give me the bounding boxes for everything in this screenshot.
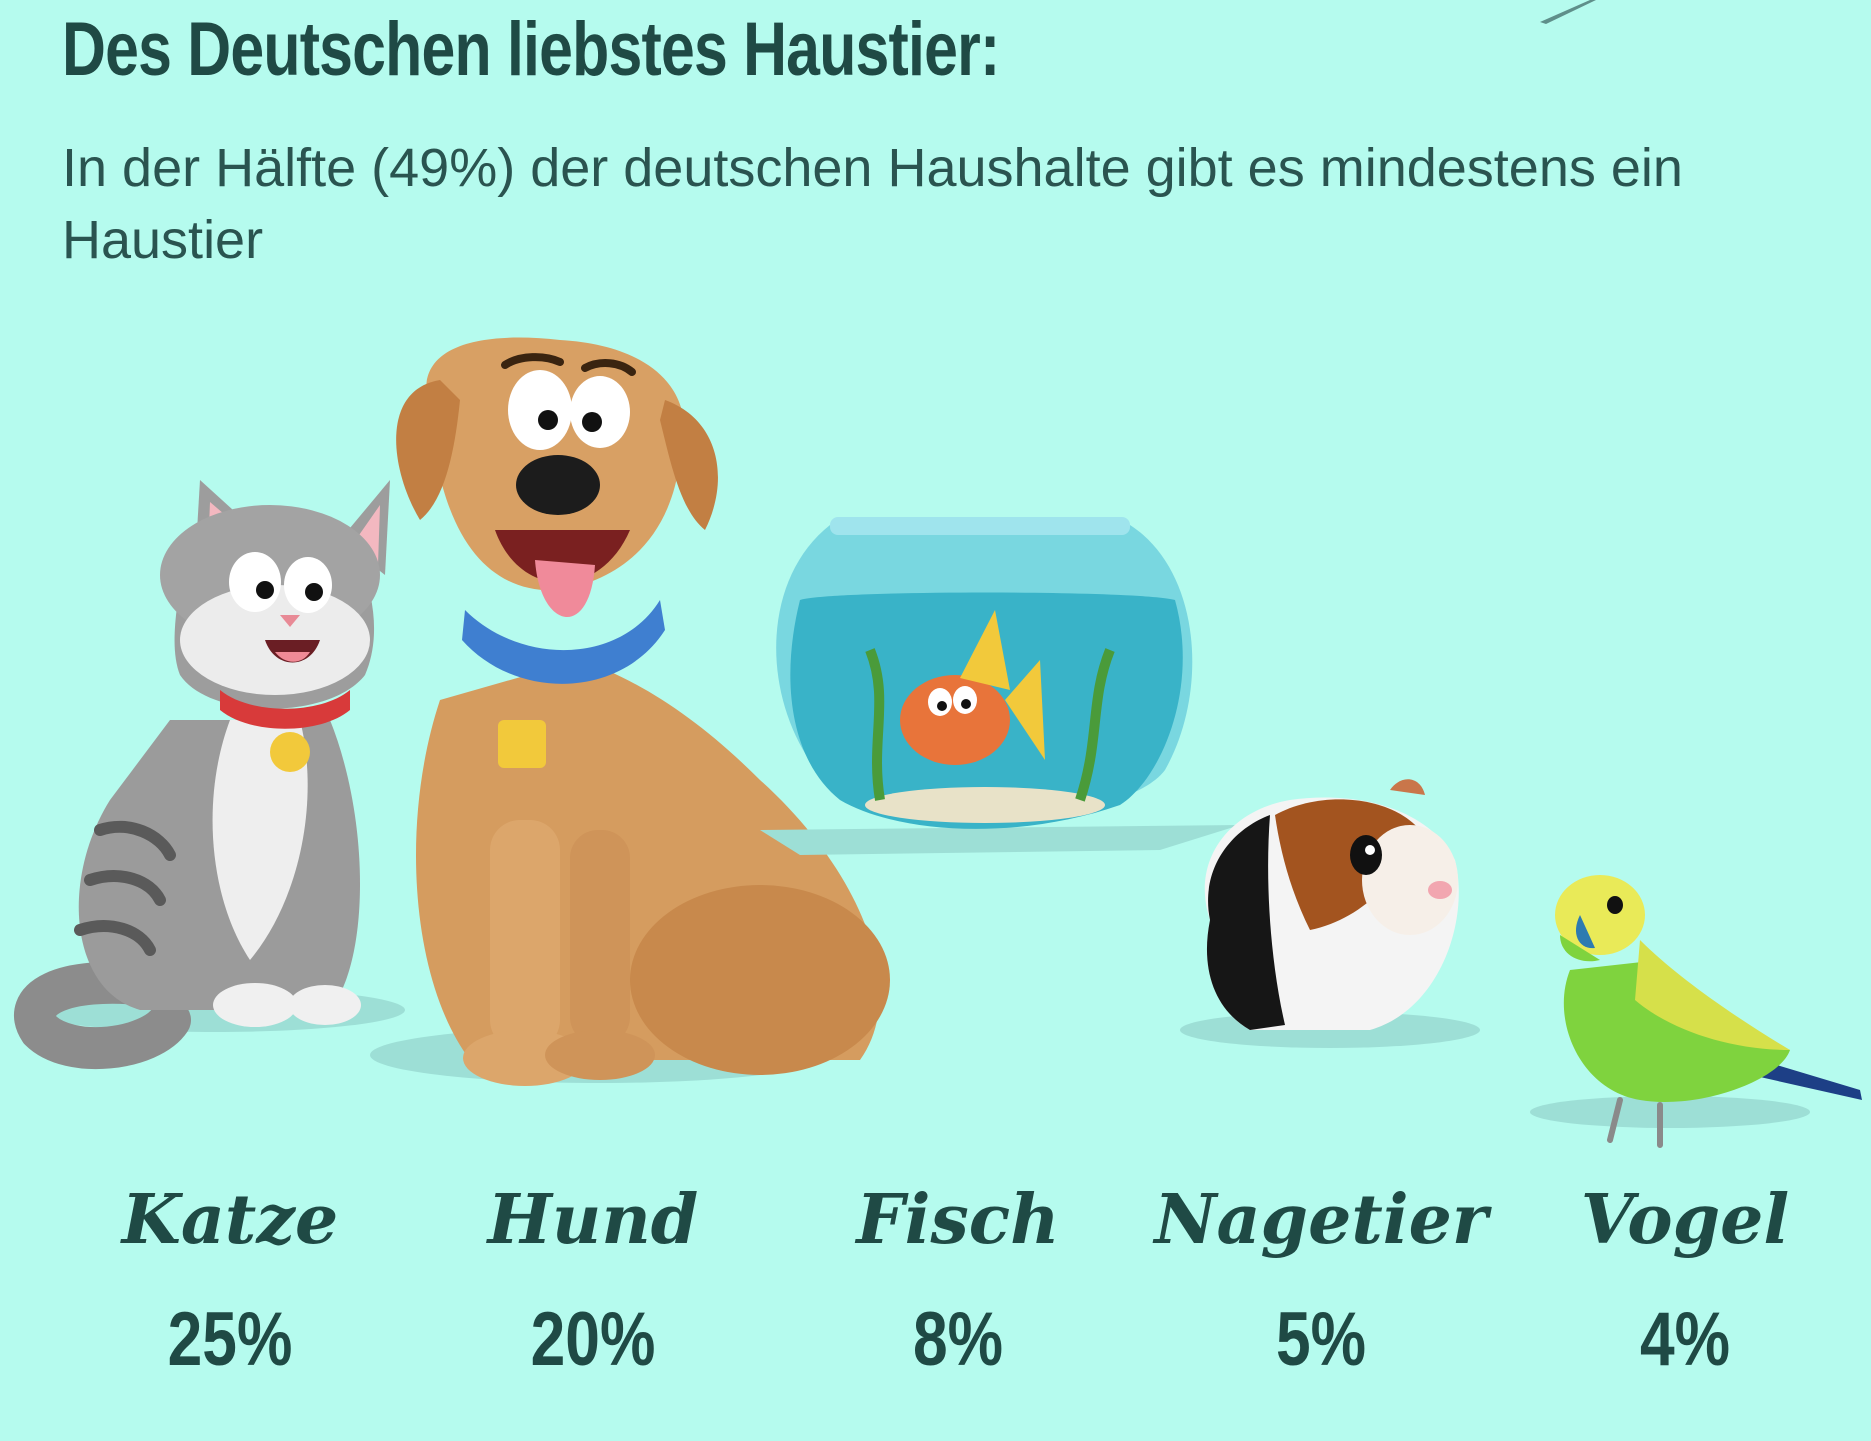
page-title: Des Deutschen liebstes Haustier: bbox=[62, 7, 1000, 92]
budgie-illustration bbox=[1530, 875, 1862, 1148]
dog-illustration bbox=[370, 337, 890, 1086]
cat-illustration bbox=[14, 480, 405, 1070]
fishbowl-illustration bbox=[760, 517, 1240, 855]
category-label-nagetier: Nagetier bbox=[1154, 1180, 1488, 1260]
value-label-vogel: 4% bbox=[1639, 1297, 1731, 1382]
value-label-katze: 25% bbox=[167, 1297, 293, 1382]
page-subtitle: In der Hälfte (49%) der deutschen Hausha… bbox=[62, 138, 1683, 270]
guinea-pig-illustration bbox=[1180, 779, 1480, 1048]
value-label-hund: 20% bbox=[530, 1297, 656, 1382]
category-label-fisch: Fisch bbox=[856, 1180, 1060, 1260]
category-label-katze: Katze bbox=[121, 1180, 339, 1260]
decor-streak bbox=[1540, 0, 1596, 24]
value-label-nagetier: 5% bbox=[1275, 1297, 1367, 1382]
category-label-vogel: Vogel bbox=[1580, 1180, 1790, 1260]
value-label-fisch: 8% bbox=[912, 1297, 1004, 1382]
category-label-hund: Hund bbox=[487, 1180, 699, 1260]
